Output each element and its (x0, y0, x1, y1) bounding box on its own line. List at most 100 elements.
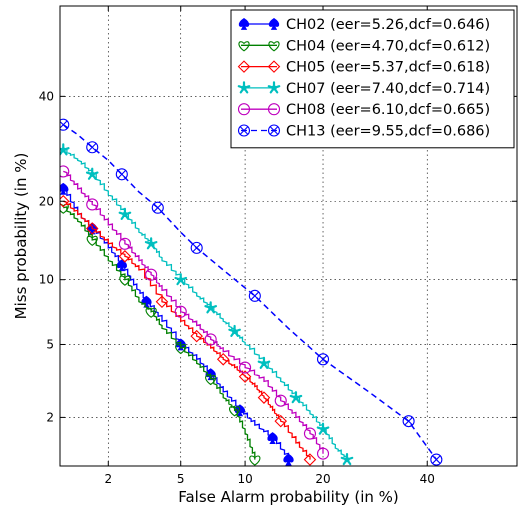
marker-cross (250, 291, 260, 301)
marker-ring (237, 124, 251, 137)
series-line (63, 170, 324, 454)
data-point (60, 182, 69, 195)
marker-cross (87, 143, 97, 152)
marker-ring (248, 289, 261, 302)
data-point (175, 343, 187, 355)
data-point (118, 237, 131, 250)
data-point (60, 203, 69, 214)
marker-arm (267, 85, 276, 90)
y-axis-label: Miss probability (in %) (12, 153, 30, 320)
x-tick-label: 5 (177, 472, 185, 486)
marker-arm (340, 456, 349, 461)
data-point (228, 324, 241, 337)
legend-box (230, 9, 515, 149)
series-2 (60, 203, 261, 466)
y-tick-label: 40 (39, 89, 54, 103)
marker-arm (289, 394, 298, 399)
series-line (63, 148, 348, 460)
marker-arm (316, 426, 325, 431)
marker-ring (430, 453, 443, 466)
data-point (204, 333, 217, 346)
data-point (229, 406, 241, 417)
legend-label: CH13 (eer=9.55,dcf=0.686) (286, 124, 490, 140)
marker-cross (239, 126, 249, 135)
data-point (85, 167, 99, 180)
legend-marker (237, 124, 251, 137)
legend-label: CH04 (eer=4.70,dcf=0.612) (286, 38, 490, 54)
legend-marker (237, 60, 251, 73)
marker-cross (432, 455, 441, 464)
data-point (86, 235, 98, 247)
series-5 (60, 165, 330, 460)
data-point (144, 237, 158, 250)
legend-entry: CH13 (eer=9.55,dcf=0.686) (237, 124, 490, 140)
data-point (340, 452, 354, 466)
legend-marker (238, 18, 250, 30)
data-point (116, 259, 127, 272)
data-point (174, 273, 188, 286)
marker-cross (117, 170, 127, 179)
data-point (316, 422, 330, 435)
legend-label: CH05 (eer=5.37,dcf=0.618) (286, 60, 490, 76)
data-point (174, 305, 187, 318)
series-3 (60, 194, 317, 466)
legend-marker (267, 60, 281, 73)
marker-arm (257, 360, 266, 365)
legend-entry: CH04 (eer=4.70,dcf=0.612) (238, 38, 490, 54)
data-point (267, 432, 278, 445)
data-point (274, 394, 287, 407)
data-point (151, 201, 164, 214)
data-point (239, 361, 252, 374)
data-point (190, 329, 203, 343)
data-point (205, 374, 217, 386)
legend-entry: CH05 (eer=5.37,dcf=0.618) (237, 60, 490, 76)
marker-cross (60, 120, 68, 129)
marker-arm (118, 211, 127, 216)
series-line (63, 200, 311, 460)
legend-marker (268, 41, 280, 52)
legend-marker (237, 81, 251, 94)
marker-cross (192, 243, 201, 253)
plot-frame (59, 5, 518, 467)
x-tick-label: 40 (420, 472, 435, 486)
series-4 (60, 143, 354, 466)
data-point (402, 415, 415, 428)
data-point (204, 301, 218, 314)
data-point (257, 356, 271, 369)
marker-ring (190, 241, 203, 254)
data-point (216, 353, 230, 366)
legend-marker (267, 124, 281, 137)
data-point (190, 241, 203, 254)
data-point (118, 250, 132, 263)
marker-arm (144, 241, 153, 245)
data-point (430, 453, 443, 466)
data-point (118, 207, 132, 220)
marker-arm (204, 305, 212, 309)
marker-cross (318, 355, 328, 364)
legend-label: CH08 (eer=6.10,dcf=0.665) (286, 102, 490, 118)
data-point (248, 289, 261, 302)
data-point (145, 268, 158, 281)
data-point (86, 141, 99, 154)
data-point (60, 194, 70, 208)
marker-arm (228, 328, 236, 333)
data-point (115, 168, 128, 181)
x-tick-label: 10 (237, 472, 252, 486)
data-point (303, 453, 317, 466)
legend-marker (268, 18, 280, 30)
marker-ring (60, 118, 70, 131)
marker-arm (60, 147, 65, 151)
data-point (238, 370, 252, 383)
series-line (63, 206, 256, 460)
y-tick-label: 5 (46, 337, 54, 351)
marker-ring (86, 141, 99, 154)
data-point (316, 447, 330, 460)
marker-cross (269, 126, 279, 135)
marker-arm (237, 85, 246, 90)
data-point (60, 143, 70, 156)
data-point (119, 275, 131, 286)
data-point (316, 353, 330, 366)
data-point (274, 414, 288, 428)
marker-ring (316, 353, 330, 366)
